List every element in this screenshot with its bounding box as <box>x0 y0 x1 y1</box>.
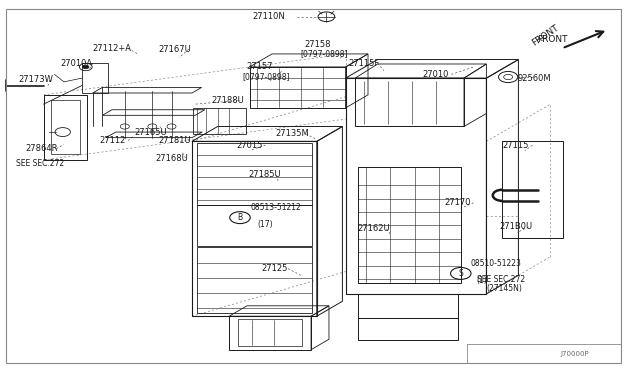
Text: 27125: 27125 <box>261 264 287 273</box>
Bar <box>358 318 458 340</box>
Text: [0797-0898]: [0797-0898] <box>301 49 348 58</box>
Text: 27170: 27170 <box>445 198 471 207</box>
Text: 27864R: 27864R <box>26 144 58 153</box>
Text: 27188U: 27188U <box>211 96 244 105</box>
Text: 27110N: 27110N <box>253 12 285 21</box>
Text: 08513-51212: 08513-51212 <box>251 203 301 212</box>
Text: 27162U: 27162U <box>357 224 390 233</box>
Text: 27112+A: 27112+A <box>93 44 132 53</box>
Text: J70000P: J70000P <box>560 351 589 357</box>
Bar <box>197 247 312 313</box>
Bar <box>502 141 563 238</box>
Bar <box>44 95 87 160</box>
Text: (27145N): (27145N) <box>486 284 522 293</box>
Text: 27167U: 27167U <box>159 45 191 54</box>
Bar <box>82 63 108 93</box>
Text: 27158: 27158 <box>304 40 330 49</box>
Text: FRONT: FRONT <box>530 23 560 48</box>
Text: 27015: 27015 <box>237 141 263 150</box>
Text: 27173W: 27173W <box>18 76 52 84</box>
Bar <box>358 167 461 283</box>
Bar <box>197 143 312 205</box>
Bar <box>51 100 80 154</box>
Text: 27185U: 27185U <box>248 170 281 179</box>
Text: 27135M: 27135M <box>275 129 309 138</box>
Text: 27181U: 27181U <box>159 136 191 145</box>
Text: [0797-0898]: [0797-0898] <box>242 72 289 81</box>
Text: 271B0U: 271B0U <box>499 222 532 231</box>
Text: 27010A: 27010A <box>61 59 93 68</box>
Bar <box>193 108 246 134</box>
Text: (17): (17) <box>257 220 273 229</box>
Text: 27115F: 27115F <box>349 59 380 68</box>
Text: SEE SEC.272: SEE SEC.272 <box>16 159 64 168</box>
Text: 92560M: 92560M <box>517 74 551 83</box>
Text: FRONT: FRONT <box>538 35 568 44</box>
Text: 27112: 27112 <box>99 136 125 145</box>
Circle shape <box>83 65 89 69</box>
Bar <box>229 316 311 350</box>
Text: 27165U: 27165U <box>134 128 167 137</box>
Text: 27157: 27157 <box>246 62 273 71</box>
Text: 27168U: 27168U <box>156 154 188 163</box>
Text: (1): (1) <box>477 276 488 285</box>
Text: SEE SEC.272: SEE SEC.272 <box>477 275 525 283</box>
Text: 08510-51223: 08510-51223 <box>470 259 521 268</box>
Bar <box>192 141 317 316</box>
Bar <box>197 205 312 246</box>
Text: S: S <box>458 269 463 278</box>
Bar <box>358 294 458 318</box>
Bar <box>238 319 302 346</box>
Text: B: B <box>237 213 243 222</box>
Text: 27010: 27010 <box>422 70 449 79</box>
Text: 27115: 27115 <box>502 141 529 150</box>
Bar <box>346 78 486 294</box>
